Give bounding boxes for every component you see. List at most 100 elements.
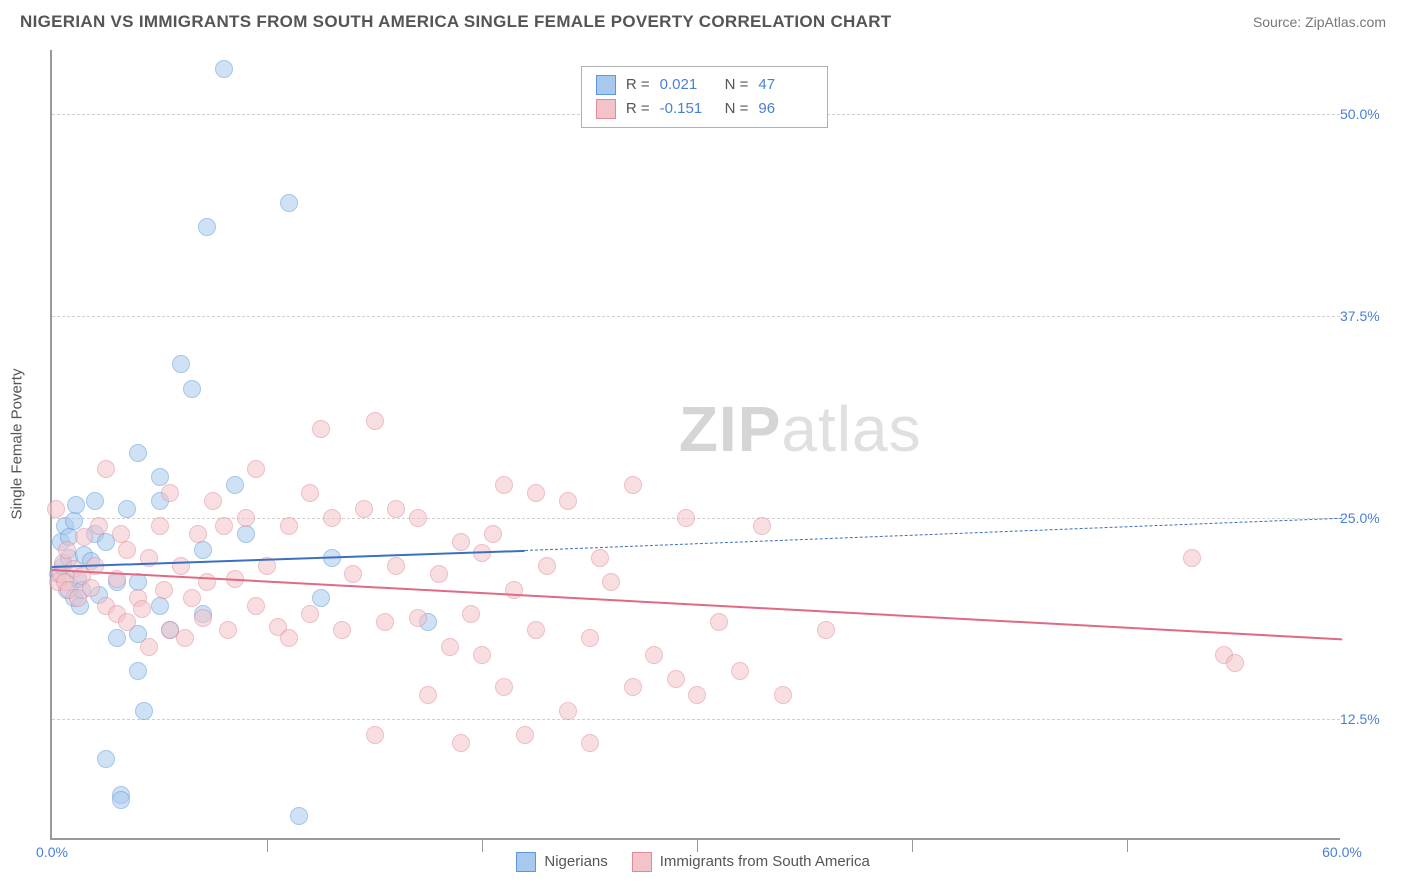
data-point-southamerica: [323, 509, 341, 527]
source-value: ZipAtlas.com: [1305, 14, 1386, 30]
data-point-southamerica: [538, 557, 556, 575]
legend-swatch-nigerians: [596, 75, 616, 95]
data-point-southamerica: [183, 589, 201, 607]
data-point-southamerica: [591, 549, 609, 567]
data-point-nigerians: [215, 60, 233, 78]
data-point-southamerica: [419, 686, 437, 704]
legend-n-value: 96: [758, 100, 813, 117]
data-point-southamerica: [90, 517, 108, 535]
data-point-southamerica: [495, 678, 513, 696]
data-point-southamerica: [409, 509, 427, 527]
legend-series: Nigerians Immigrants from South America: [516, 852, 869, 872]
data-point-southamerica: [581, 629, 599, 647]
data-point-southamerica: [366, 412, 384, 430]
data-point-southamerica: [645, 646, 663, 664]
x-tick-label: 0.0%: [36, 844, 68, 860]
plot-area: Single Female Poverty ZIPatlas 12.5%25.0…: [50, 50, 1340, 840]
data-point-southamerica: [473, 646, 491, 664]
data-point-southamerica: [47, 500, 65, 518]
y-tick-label: 50.0%: [1340, 106, 1390, 122]
data-point-southamerica: [731, 662, 749, 680]
legend-series-label: Nigerians: [544, 853, 607, 870]
data-point-southamerica: [581, 734, 599, 752]
trend-line: [525, 518, 1342, 551]
data-point-southamerica: [189, 525, 207, 543]
data-point-southamerica: [97, 460, 115, 478]
data-point-southamerica: [430, 565, 448, 583]
legend-stats-row-southamerica: R =-0.151N =96: [596, 97, 814, 121]
gridline-v: [267, 840, 268, 852]
source-credit: Source: ZipAtlas.com: [1253, 14, 1386, 30]
data-point-southamerica: [133, 600, 151, 618]
legend-n-value: 47: [758, 76, 813, 93]
data-point-nigerians: [151, 468, 169, 486]
data-point-southamerica: [527, 621, 545, 639]
gridline-h: [52, 316, 1340, 317]
data-point-nigerians: [280, 194, 298, 212]
data-point-southamerica: [366, 726, 384, 744]
legend-swatch-nigerians: [516, 852, 536, 872]
legend-r-value: -0.151: [660, 100, 715, 117]
data-point-nigerians: [198, 218, 216, 236]
data-point-southamerica: [219, 621, 237, 639]
data-point-southamerica: [495, 476, 513, 494]
data-point-southamerica: [559, 492, 577, 510]
data-point-southamerica: [215, 517, 233, 535]
data-point-nigerians: [172, 355, 190, 373]
data-point-southamerica: [710, 613, 728, 631]
legend-swatch-southamerica: [632, 852, 652, 872]
legend-r-label: R =: [626, 76, 650, 93]
data-point-southamerica: [484, 525, 502, 543]
data-point-nigerians: [237, 525, 255, 543]
data-point-nigerians: [118, 500, 136, 518]
watermark: ZIPatlas: [679, 392, 922, 466]
legend-r-value: 0.021: [660, 76, 715, 93]
data-point-southamerica: [118, 613, 136, 631]
data-point-southamerica: [774, 686, 792, 704]
data-point-southamerica: [204, 492, 222, 510]
data-point-nigerians: [194, 541, 212, 559]
chart-container: Single Female Poverty ZIPatlas 12.5%25.0…: [50, 50, 1390, 840]
data-point-southamerica: [301, 605, 319, 623]
data-point-southamerica: [301, 484, 319, 502]
legend-series-item-southamerica: Immigrants from South America: [632, 852, 870, 872]
y-tick-label: 25.0%: [1340, 510, 1390, 526]
data-point-southamerica: [624, 678, 642, 696]
data-point-southamerica: [140, 638, 158, 656]
legend-stats-row-nigerians: R =0.021N =47: [596, 73, 814, 97]
data-point-southamerica: [280, 517, 298, 535]
source-label: Source:: [1253, 14, 1301, 30]
data-point-southamerica: [753, 517, 771, 535]
data-point-southamerica: [344, 565, 362, 583]
data-point-nigerians: [151, 597, 169, 615]
data-point-southamerica: [677, 509, 695, 527]
data-point-southamerica: [516, 726, 534, 744]
data-point-southamerica: [247, 460, 265, 478]
chart-title: NIGERIAN VS IMMIGRANTS FROM SOUTH AMERIC…: [20, 12, 891, 32]
data-point-southamerica: [58, 541, 76, 559]
data-point-southamerica: [75, 528, 93, 546]
data-point-southamerica: [376, 613, 394, 631]
data-point-nigerians: [290, 807, 308, 825]
y-tick-label: 12.5%: [1340, 711, 1390, 727]
data-point-southamerica: [82, 579, 100, 597]
data-point-southamerica: [151, 517, 169, 535]
data-point-nigerians: [183, 380, 201, 398]
y-tick-label: 37.5%: [1340, 308, 1390, 324]
data-point-southamerica: [198, 573, 216, 591]
data-point-southamerica: [602, 573, 620, 591]
data-point-southamerica: [333, 621, 351, 639]
watermark-zip: ZIP: [679, 393, 782, 465]
data-point-southamerica: [247, 597, 265, 615]
data-point-southamerica: [355, 500, 373, 518]
data-point-southamerica: [452, 734, 470, 752]
data-point-southamerica: [161, 484, 179, 502]
data-point-southamerica: [817, 621, 835, 639]
legend-n-label: N =: [725, 100, 749, 117]
gridline-v: [912, 840, 913, 852]
data-point-nigerians: [86, 492, 104, 510]
data-point-southamerica: [1183, 549, 1201, 567]
data-point-southamerica: [194, 609, 212, 627]
data-point-nigerians: [129, 444, 147, 462]
data-point-nigerians: [129, 662, 147, 680]
